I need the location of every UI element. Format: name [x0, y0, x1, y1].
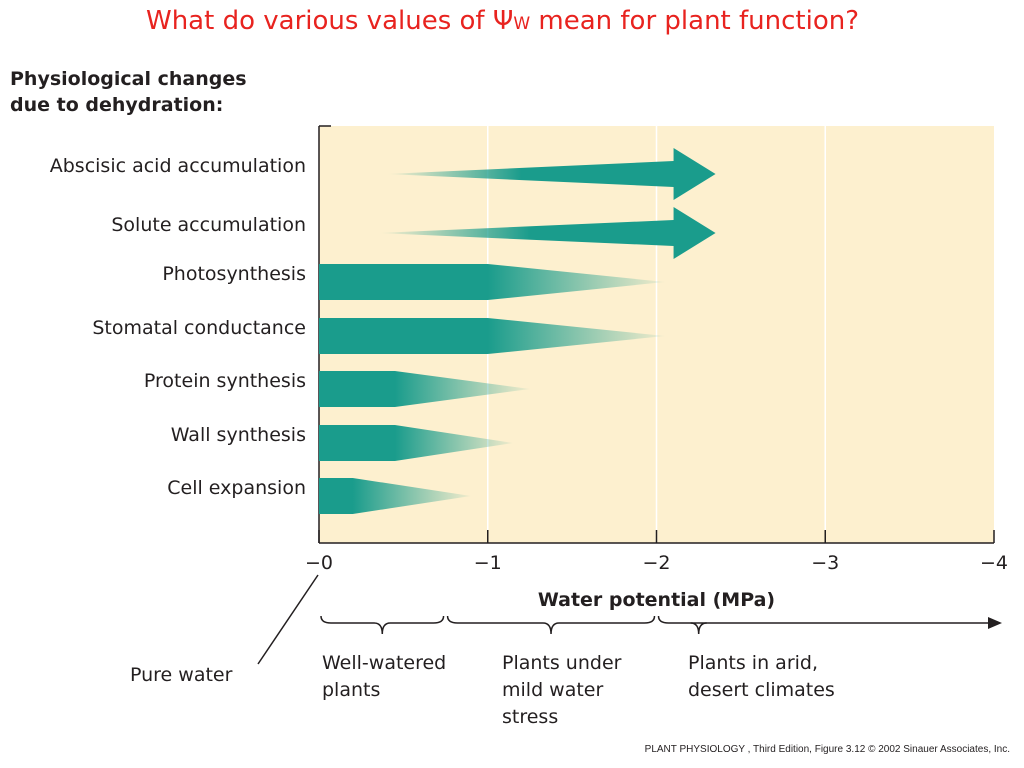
zone-arid-line-2: desert climates [688, 679, 835, 701]
x-tick-label: −2 [642, 552, 670, 574]
arrow-head [988, 617, 1002, 629]
pure-water-label: Pure water [130, 664, 233, 686]
heading-line-1: Physiological changes [10, 68, 247, 90]
title-text-before: What do various values of [146, 6, 493, 36]
x-tick-label: −0 [305, 552, 333, 574]
brace-arid-line [657, 615, 990, 624]
heading-line-2: due to dehydration: [10, 94, 224, 116]
category-label: Cell expansion [167, 477, 306, 499]
zone-label-mild-stress: Plants under mild water stress [502, 650, 621, 731]
category-label: Photosynthesis [162, 263, 306, 285]
zone-well-line-2: plants [322, 679, 381, 701]
zone-arid-line-1: Plants in arid, [688, 652, 819, 674]
zone-mild-line-3: stress [502, 706, 559, 728]
title-text-after: mean for plant function? [530, 6, 860, 36]
brace-arid-point [690, 622, 707, 635]
decrease-wedge [319, 478, 471, 514]
category-label: Wall synthesis [171, 424, 306, 446]
pure-water-pointer [257, 574, 319, 665]
zone-mild-line-1: Plants under [502, 652, 622, 674]
category-label: Abscisic acid accumulation [50, 155, 306, 177]
decrease-wedge [319, 264, 665, 300]
category-label: Stomatal conductance [92, 317, 306, 339]
category-label: Solute accumulation [111, 214, 306, 236]
zone-label-arid: Plants in arid, desert climates [688, 650, 835, 704]
x-tick-label: −1 [474, 552, 502, 574]
decrease-wedge [319, 318, 665, 354]
decrease-wedge [319, 425, 514, 461]
figure-credit: PLANT PHYSIOLOGY , Third Edition, Figure… [644, 744, 1010, 755]
zone-well-line-1: Well-watered [322, 652, 447, 674]
increase-arrow [378, 207, 716, 259]
section-heading: Physiological changes due to dehydration… [10, 66, 247, 118]
brace-mild-stress [446, 615, 656, 635]
brace-well-watered [320, 615, 445, 635]
zone-label-well-watered: Well-watered plants [322, 650, 446, 704]
psi-symbol: Ψ [492, 6, 514, 36]
increase-arrow [386, 148, 716, 200]
zone-mild-line-2: mild water [502, 679, 604, 701]
x-tick-label: −3 [811, 552, 839, 574]
psi-subscript: W [513, 14, 531, 34]
slide-title: What do various values of ΨW mean for pl… [146, 6, 1016, 46]
decrease-wedge [319, 371, 530, 407]
x-tick-label: −4 [980, 552, 1008, 574]
category-label: Protein synthesis [144, 370, 306, 392]
x-axis-title: Water potential (MPa) [538, 589, 775, 611]
